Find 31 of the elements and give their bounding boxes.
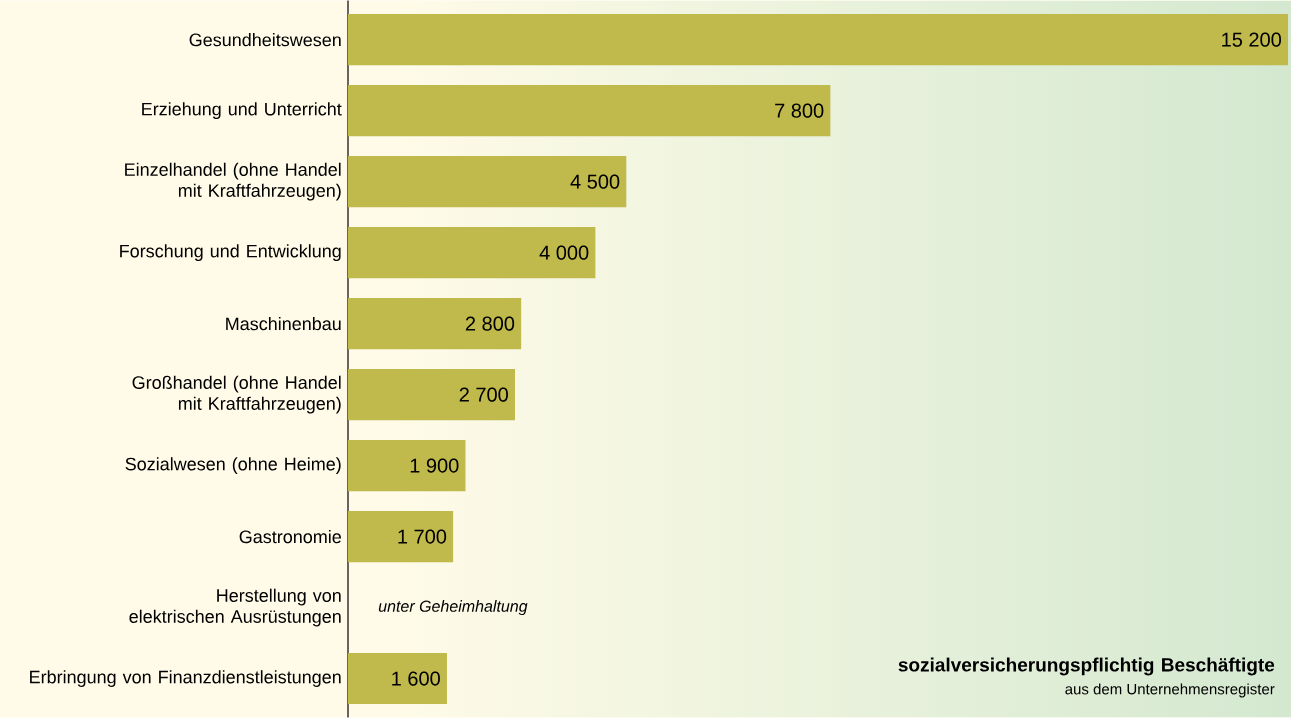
data-label: 1 700 [398,529,447,544]
bar [348,297,522,350]
y-tick-label: Gesundheitswesen [189,32,341,47]
bar [348,13,1289,66]
bar [348,510,454,563]
text: aus dem Unternehmensregister [1065,683,1275,698]
annotation: unter Geheimhaltung [378,600,528,615]
data-label: 2 700 [459,387,508,402]
y-tick-label: Sozialwesen (ohne Heime) [125,457,341,474]
bar [348,439,466,492]
y-tick-label: Einzelhandel (ohne Handel mit Kraftfahrzeugen) [125,162,341,201]
data-label: 4 500 [570,174,620,189]
bar [348,652,447,705]
bar [348,368,515,421]
y-tick-label: Maschinenbau [226,316,341,331]
bar [348,155,627,208]
data-label: 15 200 [1222,32,1282,47]
y-tick-label: Erbringung von Finanzdienstleistungen [30,670,341,687]
bar [348,84,831,137]
y-tick-label: Großhandel (ohne Handel mit Kraftfahrzeugen) [132,375,341,414]
data-label: 2 800 [465,316,515,331]
y-tick-label: Erziehung und Unterricht [142,102,342,119]
data-label: 4 000 [539,245,589,260]
data-label: 1 900 [410,458,459,473]
data-label: 1 600 [392,671,440,686]
text: sozialversicherungspflichtig Beschäftigte [898,657,1275,676]
y-tick-label: Herstellung von elektrischen Ausrüstungen [129,588,341,627]
y-tick-label: Forschung und Entwicklung [120,244,341,261]
y-tick-label: Gastronomie [239,529,341,544]
data-label: 7 800 [775,103,824,118]
bar [348,226,596,279]
